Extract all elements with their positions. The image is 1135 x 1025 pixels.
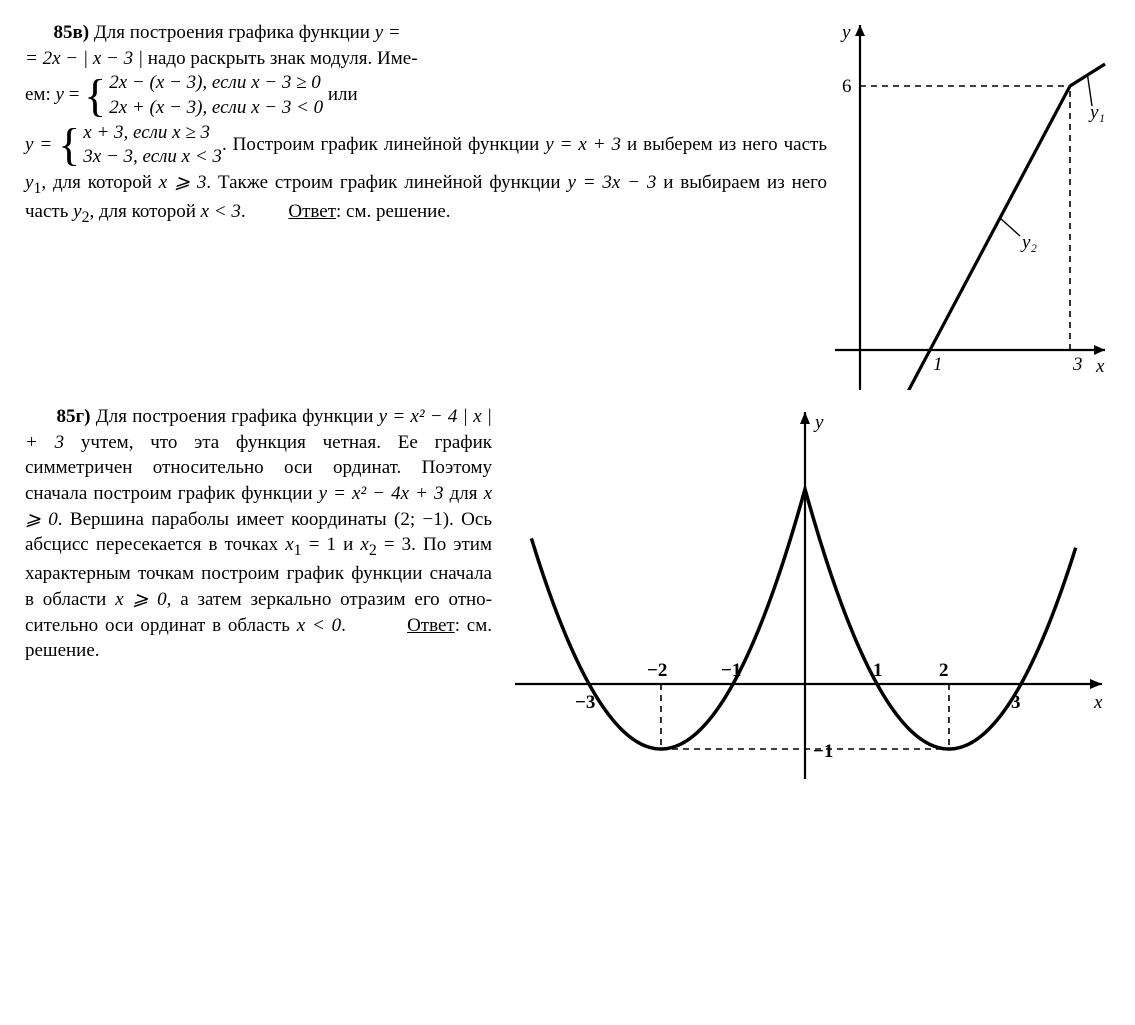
body-g: Для построения гра­фика функции y = x² −…	[25, 406, 492, 636]
svg-text:−1: −1	[813, 741, 833, 762]
answer-label-g: Ответ	[407, 615, 455, 636]
answer-label-v: Ответ	[288, 201, 336, 222]
svg-text:3: 3	[1072, 354, 1083, 375]
svg-text:2: 2	[939, 660, 949, 681]
intro2: надо раскрыть знак модуля. Име-	[148, 48, 418, 69]
intro1: Для построения графика функции	[94, 22, 375, 43]
label-85g: 85г)	[57, 406, 91, 427]
brace2: { x + 3, если x ≥ 3 3x − 3, если x < 3	[58, 121, 222, 170]
svg-text:x: x	[1095, 356, 1105, 377]
svg-text:−3: −3	[575, 692, 595, 713]
svg-text:y₂: y₂	[1020, 232, 1037, 253]
case1a: 2x − (x − 3), если x − 3 ≥ 0	[109, 71, 323, 96]
svg-text:−2: −2	[647, 660, 667, 681]
func-v: y =	[375, 22, 401, 43]
svg-text:1: 1	[873, 660, 883, 681]
svg-text:x: x	[1093, 692, 1103, 713]
problem-85g: −3 −2 −1 1 2 3 −1 x y 85г) Для построения гра­фи…	[25, 404, 1110, 784]
svg-text:3: 3	[1011, 692, 1021, 713]
figure-85v: 1 3 6 x y y₁ y₂	[835, 20, 1110, 390]
answer-text-v: : см. решение.	[336, 201, 451, 222]
func-v-cont: = 2x − | x − 3 |	[25, 48, 143, 69]
svg-text:1: 1	[933, 354, 943, 375]
svg-text:−1: −1	[721, 660, 741, 681]
or: или	[328, 84, 358, 105]
case1b: 2x + (x − 3), если x − 3 < 0	[109, 96, 323, 121]
svg-text:6: 6	[842, 76, 852, 97]
figure-85g: −3 −2 −1 1 2 3 −1 x y	[500, 404, 1110, 784]
eqline2: y =	[25, 134, 52, 155]
brace1: { 2x − (x − 3), если x − 3 ≥ 0 2x + (x −…	[84, 71, 323, 120]
eqline: ем: y =	[25, 84, 84, 105]
svg-text:y₁: y₁	[1088, 102, 1105, 123]
dot: .	[222, 134, 227, 155]
problem-85v: 1 3 6 x y y₁ y₂ 85в) Для построения графика фу…	[25, 20, 1110, 390]
svg-text:y: y	[813, 412, 824, 433]
case2a: x + 3, если x ≥ 3	[83, 121, 222, 146]
label-85v: 85в)	[54, 22, 90, 43]
case2b: 3x − 3, если x < 3	[83, 145, 222, 170]
svg-text:y: y	[840, 22, 851, 43]
